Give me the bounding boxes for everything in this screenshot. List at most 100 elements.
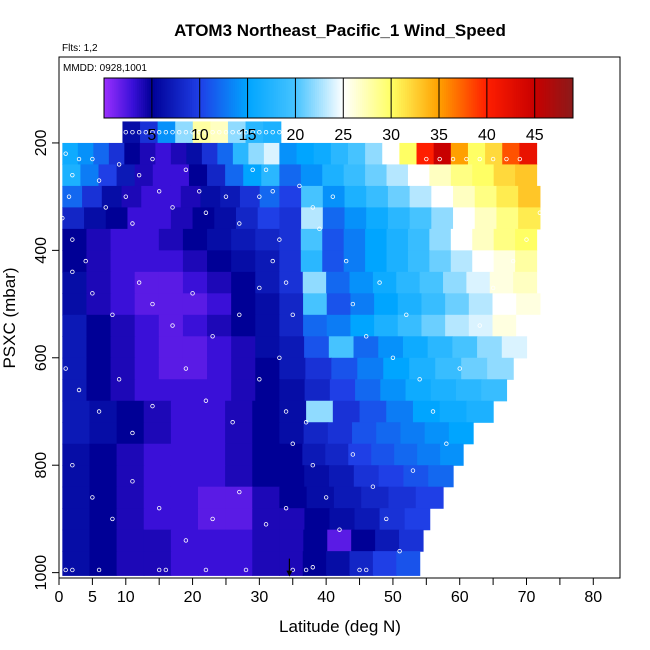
heatmap-cell: [279, 314, 304, 337]
colorbar-swatch: [221, 78, 224, 118]
colorbar-swatch: [498, 78, 502, 118]
observation-marker: [243, 567, 249, 573]
heatmap-cell: [141, 185, 162, 208]
heatmap-cell: [231, 357, 256, 380]
colorbar-swatch: [184, 78, 187, 118]
heatmap-cell: [382, 142, 400, 166]
heatmap-cell: [198, 422, 226, 445]
heatmap-cell: [450, 250, 473, 273]
observation-marker: [357, 567, 362, 573]
observation-marker: [136, 280, 142, 285]
heatmap-cell: [279, 271, 304, 294]
observation-marker: [277, 355, 282, 360]
colorbar-swatch: [434, 78, 437, 118]
heatmap-cell: [89, 465, 118, 488]
colorbar-tick-label: 15: [239, 127, 257, 144]
colorbar-swatch: [467, 78, 470, 118]
heatmap-cell: [62, 443, 91, 466]
heatmap-cell: [108, 142, 125, 166]
heatmap-cell: [387, 207, 411, 230]
colorbar-swatch: [168, 78, 171, 118]
colorbar-swatch: [420, 78, 424, 118]
heatmap-cell: [350, 293, 375, 316]
observation-marker: [203, 567, 209, 573]
heatmap-cell: [116, 486, 145, 509]
heatmap-cell: [429, 164, 452, 187]
heatmap-cell: [472, 250, 495, 273]
observation-marker: [257, 377, 262, 382]
colorbar-swatch: [279, 78, 283, 118]
colorbar-swatch: [299, 78, 302, 118]
heatmap-cell: [62, 465, 91, 488]
heatmap-cell: [302, 443, 326, 466]
heatmap-cell: [467, 142, 486, 166]
observation-marker: [163, 129, 169, 135]
observation-marker: [96, 567, 102, 573]
observation-marker: [123, 194, 128, 199]
heatmap-cell: [182, 314, 208, 337]
observation-marker: [197, 129, 202, 135]
observation-marker: [277, 237, 282, 242]
heatmap-cell: [170, 486, 199, 509]
heatmap-cell: [110, 336, 136, 359]
colorbar-swatch: [567, 78, 570, 118]
colorbar-swatch: [318, 78, 322, 118]
heatmap-cell: [252, 400, 280, 423]
heatmap-cell: [170, 465, 199, 488]
colorbar-tick-label: 25: [334, 127, 352, 144]
heatmap-cell: [445, 314, 470, 337]
observation-marker: [317, 226, 322, 232]
colorbar-swatch: [295, 78, 298, 118]
observation-marker: [310, 565, 315, 570]
observation-marker: [130, 430, 135, 436]
heatmap-cell: [198, 400, 226, 423]
heatmap-cell: [481, 379, 508, 402]
heatmap-cell: [296, 142, 315, 166]
colorbar-swatch: [432, 78, 435, 118]
heatmap-cell: [409, 357, 436, 380]
observation-marker: [323, 495, 329, 500]
heatmap-cell: [261, 164, 280, 187]
heatmap-cell: [82, 185, 103, 208]
colorbar-swatch: [336, 78, 339, 118]
heatmap-cell: [110, 228, 136, 251]
heatmap-cell: [325, 443, 349, 466]
x-tick-label: 5: [88, 589, 97, 606]
heatmap-cell: [143, 486, 172, 509]
colorbar-swatch: [465, 78, 468, 118]
heatmap-cell: [170, 551, 199, 576]
heatmap-cell: [301, 207, 324, 230]
colorbar-tick-label: 20: [287, 127, 305, 144]
heatmap-cell: [143, 529, 172, 552]
colorbar-swatch: [242, 78, 246, 118]
heatmap-cell: [143, 400, 172, 423]
observation-marker: [156, 505, 162, 511]
colorbar-swatch: [549, 78, 552, 118]
colorbar-swatch: [500, 78, 504, 118]
colorbar-swatch: [303, 78, 306, 118]
heatmap-cell: [259, 185, 280, 208]
heatmap-cell: [493, 164, 516, 187]
colorbar-swatch: [109, 78, 113, 118]
heatmap-cell: [80, 164, 100, 187]
colorbar-swatch: [326, 78, 330, 118]
observation-marker: [123, 129, 128, 135]
heatmap-cell: [519, 142, 538, 166]
colorbar-swatch: [449, 78, 453, 118]
heatmap-cell: [170, 164, 190, 187]
heatmap-cell: [279, 529, 304, 552]
colorbar-swatch: [569, 78, 572, 118]
colorbar-swatch: [555, 78, 558, 118]
colorbar-swatch: [447, 78, 451, 118]
colorbar-swatch: [156, 78, 160, 118]
heatmap-cell: [279, 551, 304, 576]
observation-marker: [130, 129, 135, 135]
heatmap-cell: [116, 400, 145, 423]
colorbar-swatch: [385, 78, 388, 118]
heatmap-cell: [207, 357, 232, 380]
colorbar-swatch: [254, 78, 257, 118]
heatmap-cell: [124, 142, 141, 166]
heatmap-cell: [402, 336, 429, 359]
heatmap-cell: [231, 314, 256, 337]
colorbar-swatch: [203, 78, 207, 118]
